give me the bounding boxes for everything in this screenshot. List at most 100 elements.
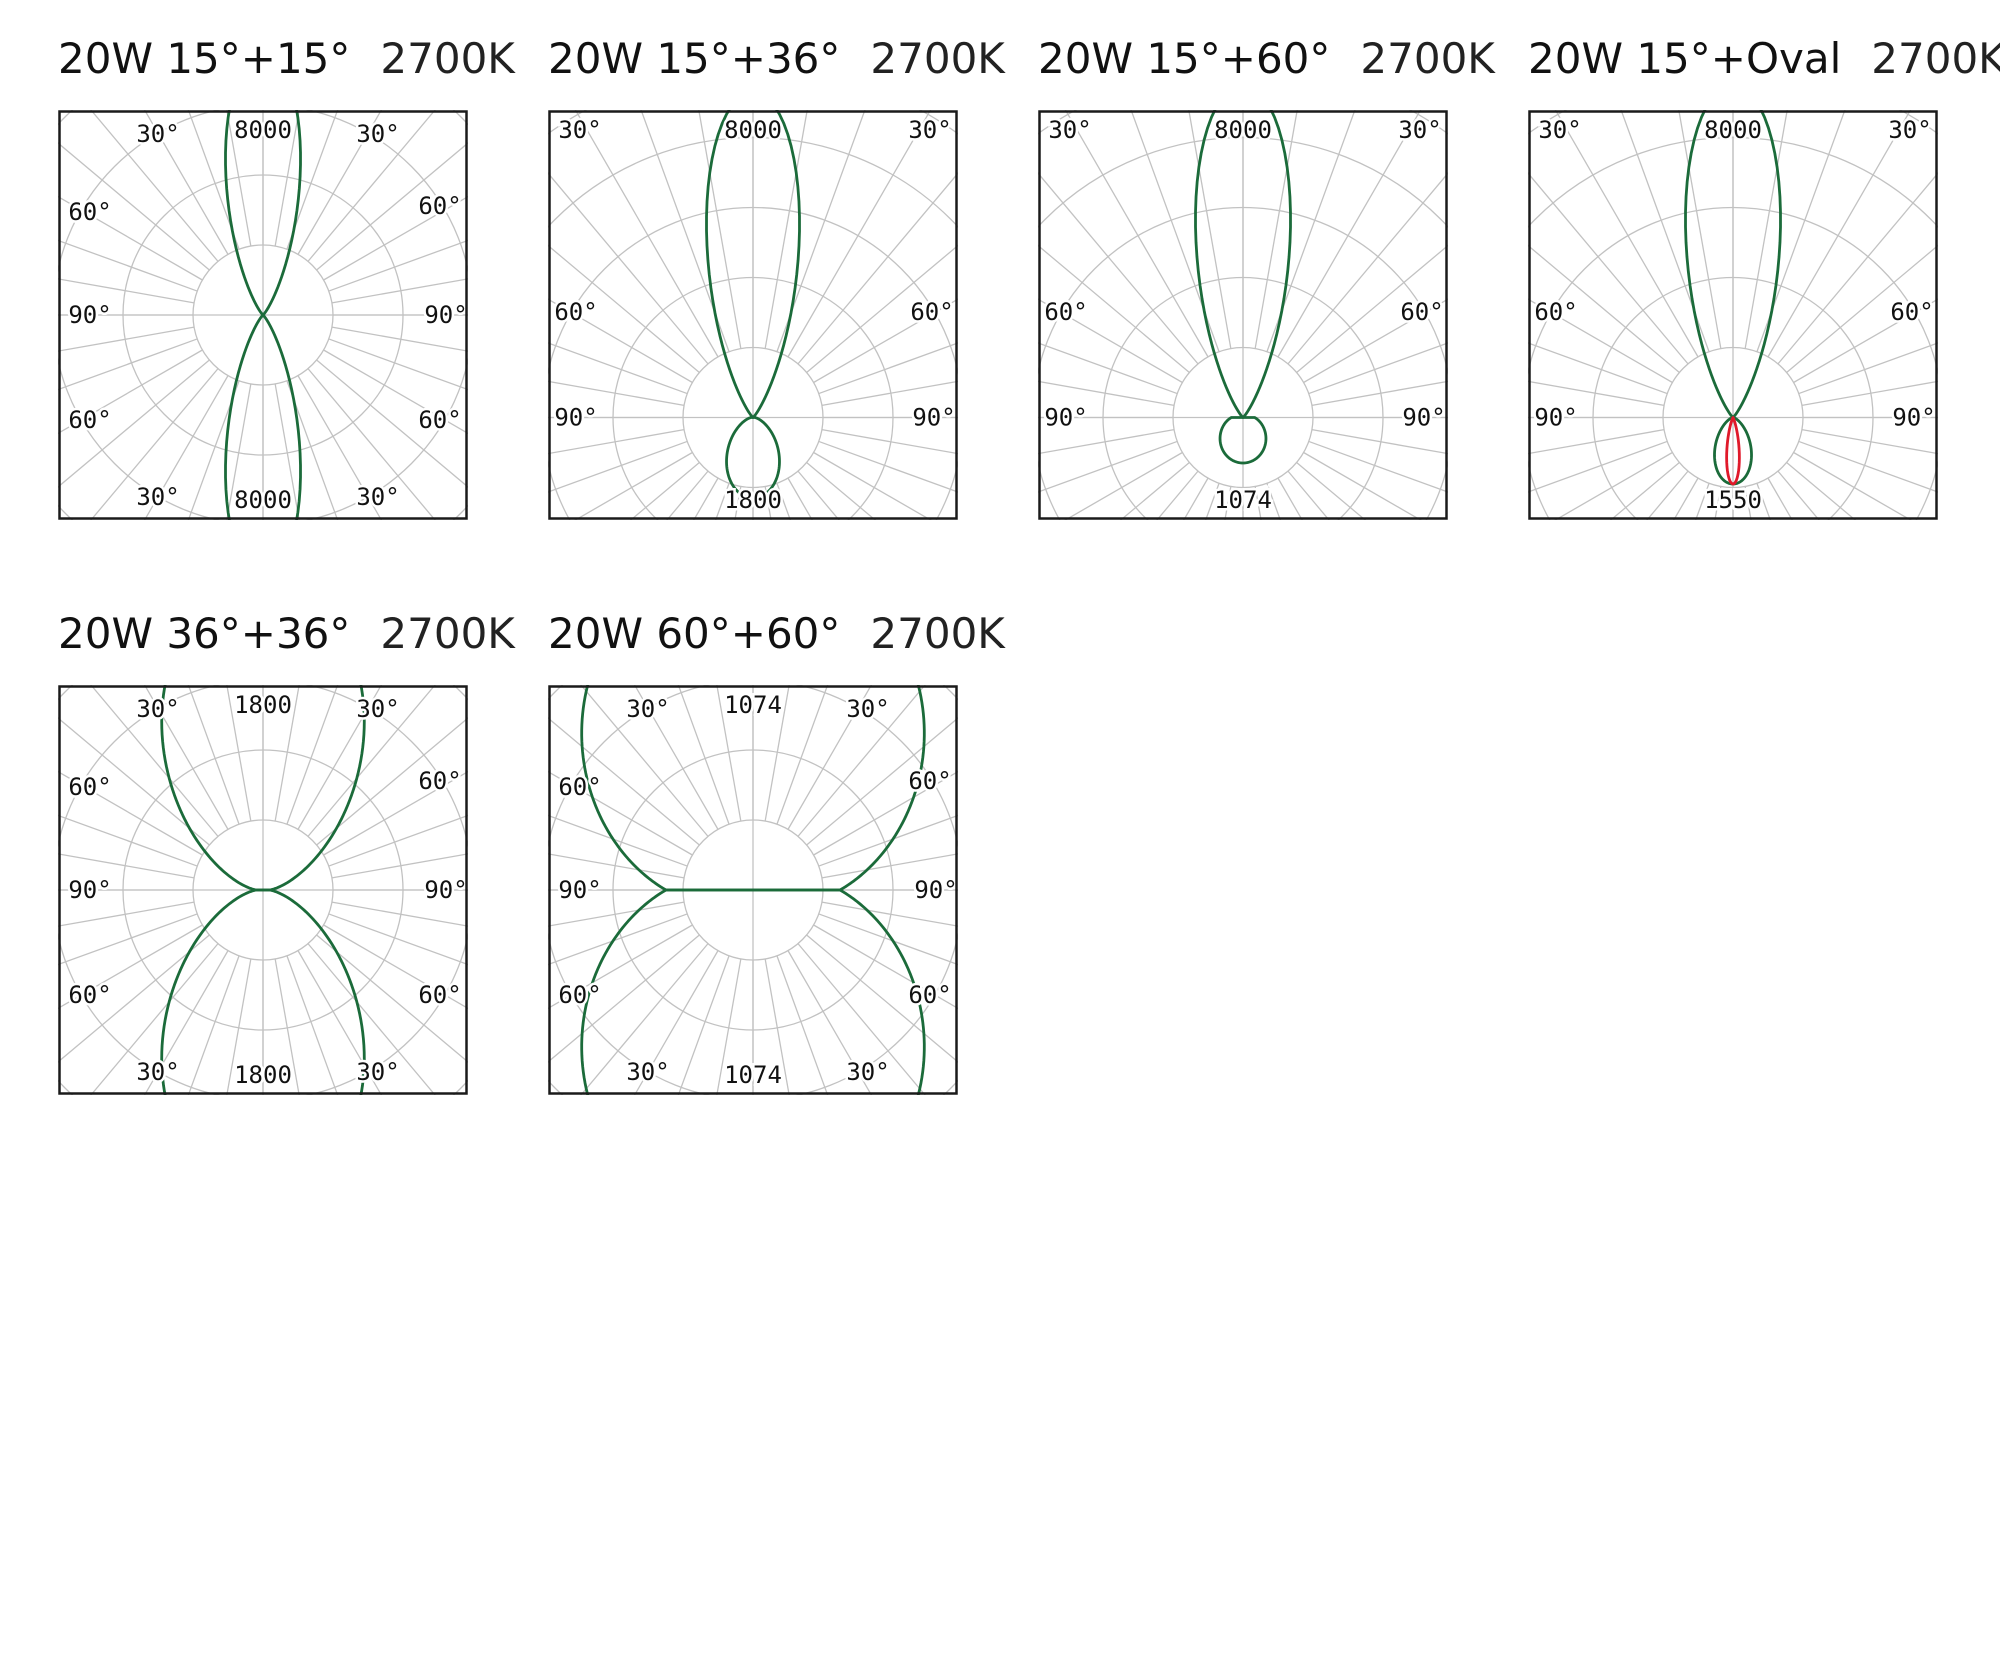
intensity-lobe-up: [224, 110, 302, 317]
grid-spoke: [764, 958, 790, 1095]
angle-label-30: 30°: [356, 695, 399, 723]
panel-cct: 2700K: [1871, 34, 2000, 83]
angle-label-60: 60°: [418, 406, 461, 434]
angle-label-30: 30°: [1048, 116, 1091, 144]
panel-title: 20W 15°+15° 2700K: [58, 30, 578, 88]
grid-spoke: [58, 853, 195, 879]
grid-spoke: [787, 685, 873, 830]
grid-spoke: [1528, 440, 1668, 493]
grid-spoke: [1038, 380, 1175, 406]
grid-spoke: [797, 470, 840, 520]
grid-spoke: [698, 110, 742, 349]
grid-spoke: [58, 338, 198, 391]
grid-spoke: [1064, 451, 1183, 520]
grid-spoke: [58, 924, 203, 1010]
grid-spoke: [297, 110, 383, 255]
grid-spoke: [1266, 483, 1281, 520]
grid-spoke: [274, 110, 300, 247]
grid-spoke: [1277, 110, 1422, 358]
grid-spoke: [1798, 342, 1938, 395]
angle-label-60: 60°: [558, 981, 601, 1009]
grid-spoke: [818, 342, 958, 395]
grid-spoke: [1620, 110, 1710, 352]
angle-label-60: 60°: [68, 981, 111, 1009]
grid-spoke: [58, 142, 210, 271]
angle-label-30: 30°: [136, 120, 179, 148]
grid-spoke: [1308, 440, 1448, 493]
diagram-frame: [1528, 110, 1938, 520]
grid-spoke: [548, 770, 693, 856]
grid-spoke: [297, 950, 383, 1095]
grid-spoke: [143, 685, 229, 830]
angle-label-60: 60°: [418, 192, 461, 220]
grid-spoke: [574, 451, 693, 520]
angle-label-30: 30°: [626, 695, 669, 723]
panel-title: 20W 36°+36° 2700K: [58, 605, 578, 663]
grid-spoke: [715, 483, 730, 520]
grid-spoke: [548, 814, 688, 867]
grid-spoke: [1528, 380, 1665, 406]
grid-spoke: [776, 685, 829, 825]
grid-spoke: [548, 924, 693, 1010]
intensity-lobe-down: [580, 888, 926, 1095]
grid-spoke: [813, 451, 932, 520]
grid-spoke: [580, 943, 709, 1095]
angle-label-60: 60°: [554, 298, 597, 326]
grid-spoke: [797, 172, 958, 365]
panel-cct: 2700K: [870, 34, 1005, 83]
grid-spoke: [1695, 483, 1710, 520]
angle-label-60: 60°: [1890, 298, 1933, 326]
intensity-lobe-up: [1194, 110, 1292, 419]
diagram-frame: [548, 685, 958, 1095]
grid-spoke: [58, 195, 203, 281]
grid-spoke: [1183, 477, 1209, 520]
grid-spoke: [331, 853, 468, 879]
grid-spoke: [1205, 483, 1220, 520]
grid-spoke: [1777, 470, 1820, 520]
angle-label-30: 30°: [1398, 116, 1441, 144]
grid-spoke: [677, 955, 730, 1095]
intensity-lobe-up: [160, 685, 366, 892]
diagram-frame: [58, 685, 468, 1095]
angle-label-60: 60°: [908, 981, 951, 1009]
panel-title-text: 20W 36°+36°: [58, 609, 351, 658]
grid-spoke: [548, 429, 685, 455]
angle-label-90: 90°: [1534, 404, 1577, 432]
grid-spoke: [187, 685, 240, 825]
polar-diagram: 30° 30° 60° 60° 90° 90° 8000 1074: [1038, 110, 1448, 520]
grid-spoke: [1528, 342, 1668, 395]
grid-spoke: [1311, 380, 1448, 406]
intensity-curves: [1684, 110, 1782, 486]
intensity-lobe-up: [705, 110, 801, 419]
grid-spoke: [640, 110, 730, 352]
max-intensity-label-top: 8000: [1704, 116, 1762, 144]
grid-spoke: [286, 955, 339, 1095]
panel-title-text: 20W 60°+60°: [548, 609, 841, 658]
intensity-lobe-up: [1684, 110, 1782, 419]
angle-label-60: 60°: [68, 198, 111, 226]
grid-spoke: [274, 383, 300, 520]
angle-label-60: 60°: [1534, 298, 1577, 326]
polar-grid: [1038, 110, 1448, 520]
panel-title-text: 20W 15°+36°: [548, 34, 841, 83]
grid-spoke: [143, 375, 229, 520]
angle-label-90: 90°: [424, 876, 467, 904]
grid-spoke: [1130, 110, 1220, 352]
angle-label-30: 30°: [908, 116, 951, 144]
panel-cct: 2700K: [380, 609, 515, 658]
grid-spoke: [1156, 470, 1199, 520]
intensity-lobe-down: [1218, 416, 1268, 465]
angle-label-90: 90°: [1402, 404, 1445, 432]
grid-spoke: [548, 717, 700, 846]
angle-label-30: 30°: [356, 483, 399, 511]
grid-spoke: [818, 440, 958, 493]
panel-title: 20W 15°+60° 2700K: [1038, 30, 1558, 88]
intensity-curves: [1194, 110, 1292, 465]
grid-spoke: [187, 380, 240, 520]
angle-label-30: 30°: [626, 1058, 669, 1086]
polar-diagram: 30° 30° 60° 60° 90° 90° 60° 60° 30° 30° 1800 1800: [58, 685, 468, 1095]
panel-cct: 2700K: [380, 34, 515, 83]
intensity-curves: [224, 110, 302, 520]
grid-spoke: [316, 142, 468, 271]
grid-spoke: [58, 239, 198, 292]
